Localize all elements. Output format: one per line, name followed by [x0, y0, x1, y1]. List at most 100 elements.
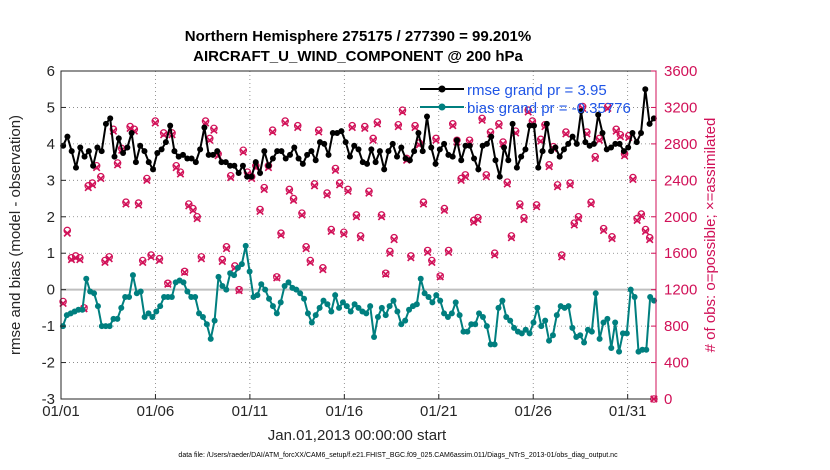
- obs-assimilated-point: [591, 154, 600, 163]
- rmse-point: [436, 146, 443, 153]
- obs-possible-point: [298, 209, 306, 217]
- bias-point: [406, 306, 413, 313]
- x-mark-stroke: [159, 131, 168, 139]
- obs-possible-point: [155, 254, 164, 263]
- x-mark-stroke: [520, 215, 528, 224]
- bias-point: [211, 317, 218, 324]
- obs-possible-point: [599, 224, 608, 233]
- bias-point: [234, 264, 241, 271]
- rmse-series: [60, 86, 657, 180]
- x-mark-stroke: [176, 170, 185, 178]
- obs-possible-point: [105, 253, 113, 261]
- rmse-point: [501, 144, 508, 151]
- obs-assimilated-point: [386, 249, 394, 257]
- x-mark-stroke: [134, 201, 143, 209]
- x-mark-stroke: [185, 202, 193, 210]
- obs-possible-point: [143, 174, 151, 183]
- left-tick-label: 4: [47, 136, 55, 153]
- obs-possible-point: [285, 185, 294, 194]
- obs-assimilated-point: [289, 196, 298, 205]
- rmse-point: [197, 146, 204, 153]
- obs-assimilated-point: [474, 215, 482, 224]
- bias-point: [565, 303, 572, 310]
- x-mark-stroke: [432, 136, 440, 145]
- rmse-point: [612, 140, 619, 147]
- bias-point: [281, 283, 288, 290]
- rmse-point: [556, 153, 563, 160]
- bias-point: [483, 323, 490, 330]
- obs-possible-point: [172, 161, 181, 170]
- x-mark-stroke: [314, 128, 323, 136]
- x-mark-stroke: [469, 218, 478, 227]
- rmse-point: [94, 144, 101, 151]
- x-mark-stroke: [461, 172, 470, 181]
- obs-possible-point: [365, 187, 373, 196]
- bias-point: [308, 319, 315, 326]
- obs-assimilated-point: [562, 130, 570, 138]
- bias-point: [577, 332, 584, 339]
- obs-assimilated-point: [348, 123, 356, 132]
- x-mark-stroke: [369, 136, 377, 145]
- rmse-point: [475, 166, 482, 173]
- bias-point: [581, 339, 588, 346]
- rmse-point: [244, 173, 251, 180]
- obs-assimilated-point: [134, 201, 143, 209]
- obs-possible-point: [641, 225, 650, 234]
- bias-point: [254, 292, 261, 299]
- obs-possible-point: [595, 134, 604, 143]
- obs-assimilated-point: [63, 229, 72, 237]
- bias-point: [553, 312, 560, 319]
- obs-possible-point: [256, 205, 264, 214]
- rmse-point: [158, 146, 165, 153]
- rmse-point: [650, 115, 657, 122]
- x-mark-stroke: [63, 229, 72, 237]
- x-tick-label: 01/01: [42, 403, 80, 420]
- x-mark-stroke: [394, 122, 403, 131]
- x-mark-stroke: [268, 128, 277, 136]
- obs-assimilated-point: [193, 214, 201, 223]
- obs-possible-point: [645, 233, 654, 242]
- bias-point: [592, 290, 599, 297]
- obs-assimilated-point: [293, 123, 302, 132]
- x-mark-stroke: [629, 175, 637, 184]
- rmse-point: [518, 153, 525, 160]
- rmse-point: [299, 160, 306, 167]
- x-mark-stroke: [88, 181, 97, 189]
- bias-point: [347, 308, 354, 315]
- right-tick-label: 1200: [664, 282, 697, 299]
- obs-possible-point: [440, 204, 449, 213]
- x-mark-stroke: [340, 230, 348, 238]
- obs-assimilated-point: [423, 248, 432, 257]
- bias-point: [196, 310, 203, 317]
- x-mark-stroke: [562, 130, 570, 138]
- rmse-point: [449, 153, 456, 160]
- obs-assimilated-point: [151, 119, 160, 127]
- obs-possible-point: [176, 168, 185, 176]
- obs-assimilated-point: [490, 251, 499, 259]
- obs-assimilated-point: [277, 231, 285, 239]
- bias-point: [258, 281, 265, 288]
- obs-possible-point: [71, 252, 80, 260]
- rmse-point: [132, 159, 139, 166]
- obs-assimilated-point: [273, 274, 281, 282]
- obs-assimilated-point: [440, 206, 449, 215]
- rmse-point: [329, 129, 336, 136]
- bias-point: [114, 315, 121, 322]
- rmse-point: [85, 148, 92, 155]
- bias-point: [141, 314, 148, 320]
- obs-assimilated-point: [218, 257, 227, 266]
- left-tick-label: 5: [47, 99, 55, 116]
- obs-possible-point: [319, 263, 327, 272]
- x-mark-stroke: [222, 244, 231, 253]
- bias-point: [266, 295, 273, 302]
- bias-point: [569, 324, 576, 331]
- x-mark-stroke: [545, 162, 553, 171]
- obs-assimilated-point: [608, 234, 616, 243]
- rmse-point: [342, 139, 349, 146]
- bias-point: [343, 303, 350, 310]
- obs-possible-point: [532, 201, 541, 209]
- bias-point: [444, 314, 451, 320]
- x-mark-stroke: [440, 206, 449, 215]
- rmse-point: [625, 144, 632, 151]
- right-tick-label: 1600: [664, 245, 697, 262]
